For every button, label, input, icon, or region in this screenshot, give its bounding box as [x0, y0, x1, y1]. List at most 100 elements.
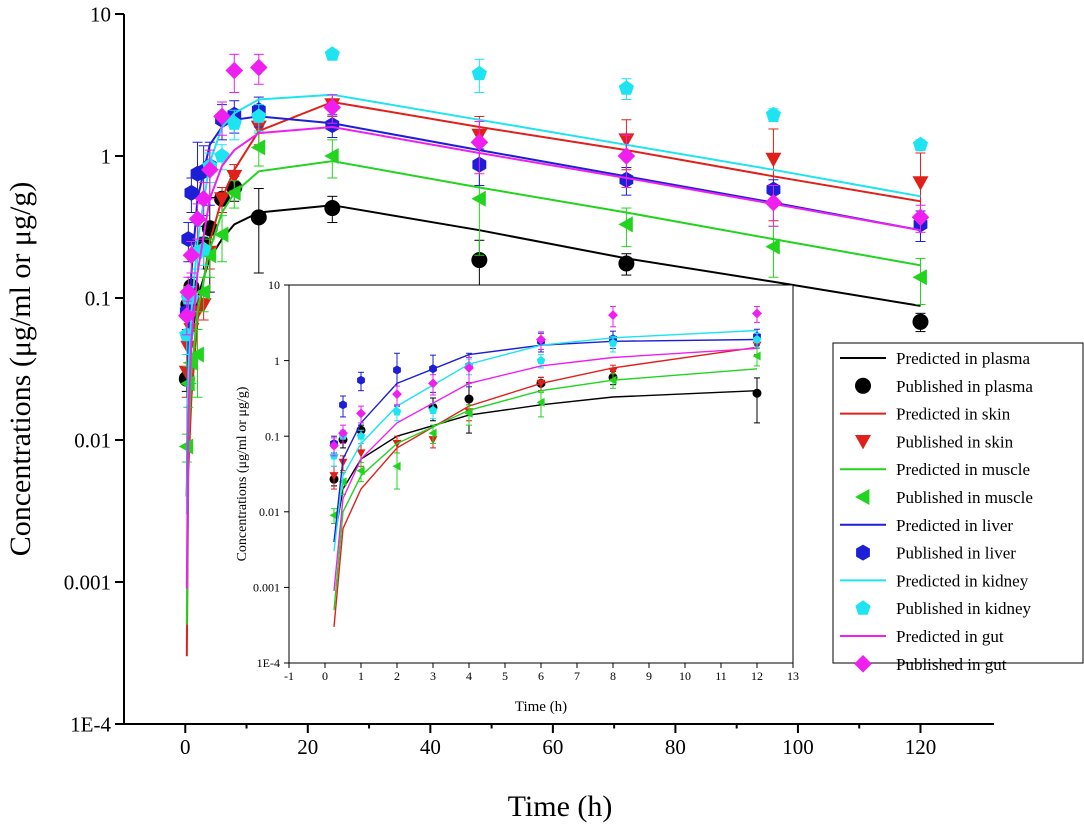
main-point-gut	[911, 208, 930, 227]
inset-point-muscle	[329, 510, 338, 520]
inset-x-tick-label: -1	[284, 669, 294, 683]
inset-y-tick-label: 10	[268, 278, 280, 292]
main-point-plasma	[250, 209, 267, 226]
main-point-kidney	[196, 241, 212, 256]
main-y-tick-label: 1	[101, 144, 112, 168]
inset-point-skin	[356, 449, 366, 458]
legend-label-predicted-liver: Predicted in liver	[896, 516, 1013, 535]
main-point-gut	[188, 210, 207, 228]
main-x-tick-label: 20	[297, 735, 318, 759]
main-y-tick-label: 0.001	[64, 570, 111, 594]
inset-point-liver	[429, 364, 437, 374]
inset-y-tick-label: 0.001	[253, 581, 280, 595]
main-point-kidney	[251, 108, 267, 123]
inset-point-gut	[536, 334, 546, 345]
legend-label-predicted-muscle: Predicted in muscle	[896, 460, 1030, 479]
main-point-kidney	[912, 136, 929, 152]
inset-x-tick-label: 4	[466, 669, 472, 683]
inset-point-kidney	[356, 431, 366, 440]
main-point-gut	[470, 133, 489, 151]
main-point-muscle	[765, 238, 780, 255]
main-point-plasma	[618, 255, 635, 272]
inset-x-tick-label: 10	[679, 669, 691, 683]
legend-marker-liver	[856, 544, 870, 561]
inset-point-muscle	[356, 466, 365, 476]
main-point-gut	[225, 61, 244, 80]
inset-y-tick-label: 1	[274, 354, 280, 368]
inset-x-tick-label: 7	[574, 669, 580, 683]
inset-x-tick-label: 3	[430, 669, 436, 683]
main-y-tick-label: 10	[90, 2, 111, 26]
inset-point-muscle	[428, 428, 437, 438]
main-series-gut	[178, 53, 930, 589]
main-x-tick-label: 120	[905, 735, 937, 759]
inset-y-tick-label: 1E-4	[257, 656, 280, 670]
main-point-kidney	[226, 115, 242, 130]
main-point-gut	[178, 306, 196, 325]
inset-point-kidney	[536, 356, 546, 365]
inset-point-muscle	[464, 408, 473, 418]
inset-point-skin	[329, 472, 339, 481]
inset-point-kidney	[752, 335, 762, 344]
main-point-kidney	[471, 65, 487, 81]
main-point-muscle	[195, 284, 210, 301]
legend-marker-muscle	[855, 489, 870, 505]
inset-point-kidney	[428, 405, 438, 414]
main-point-muscle	[226, 184, 241, 201]
main-point-gut	[250, 58, 268, 77]
inset-plot: -1 0 1 2 3 4 5 6 7 8 9 10 11 12 131E-40.0010.010.1110 …	[235, 278, 799, 715]
main-point-plasma	[471, 252, 488, 269]
main-point-muscle	[912, 269, 927, 286]
inset-series-gut	[329, 305, 762, 591]
inset-x-tick-label: 6	[538, 669, 544, 683]
inset-y-tick-label: 0.1	[265, 429, 280, 443]
main-point-muscle	[201, 247, 217, 264]
main-series-layer	[178, 46, 930, 657]
main-point-skin	[214, 192, 230, 207]
main-point-gut	[764, 193, 783, 212]
inset-point-muscle	[752, 351, 761, 361]
main-point-muscle	[178, 438, 194, 455]
main-point-gut	[323, 98, 342, 117]
main-point-kidney	[324, 46, 340, 61]
inset-point-muscle	[536, 397, 545, 407]
inset-point-gut	[464, 363, 474, 373]
inset-x-tick-label: 12	[751, 669, 763, 683]
inset-point-gut	[329, 440, 339, 451]
main-point-skin	[912, 176, 929, 191]
main-point-gut	[617, 147, 636, 165]
legend-marker-kidney	[855, 600, 871, 615]
inset-point-liver	[357, 375, 365, 385]
legend-marker-plasma	[855, 377, 871, 394]
main-point-muscle	[189, 346, 204, 363]
inset-point-skin	[608, 367, 618, 376]
inset-x-tick-label: 13	[787, 669, 799, 683]
main-point-plasma	[324, 200, 341, 217]
inset-point-plasma	[752, 388, 762, 398]
main-x-axis-label: Time (h)	[508, 790, 613, 823]
legend-items: Predicted in plasma Published in plasma Pr…	[840, 349, 1033, 674]
inset-x-tick-label: 1	[358, 669, 364, 683]
inset-y-tick-label: 0.01	[259, 505, 280, 519]
legend-label-published-gut: Published in gut	[896, 655, 1007, 674]
main-point-liver	[184, 184, 199, 201]
main-y-tick-label: 1E-4	[70, 712, 111, 736]
legend-label-published-skin: Published in skin	[896, 432, 1014, 451]
inset-point-kidney	[608, 338, 618, 347]
inset-series-muscle	[329, 347, 761, 611]
inset-point-liver	[393, 365, 401, 375]
main-point-gut	[201, 161, 219, 179]
inset-x-tick-label: 0	[322, 669, 328, 683]
main-point-kidney	[214, 148, 230, 163]
main-point-muscle	[618, 216, 633, 233]
main-point-skin	[765, 152, 782, 168]
inset-point-plasma	[464, 394, 474, 404]
inset-point-gut	[608, 310, 618, 320]
legend-marker-gut	[854, 655, 872, 673]
inset-y-axis-label: Concentrations (μg/ml or μg/g)	[235, 386, 250, 561]
inset-x-axis-label: Time (h)	[515, 699, 567, 715]
inset-x-tick-label: 11	[715, 669, 727, 683]
